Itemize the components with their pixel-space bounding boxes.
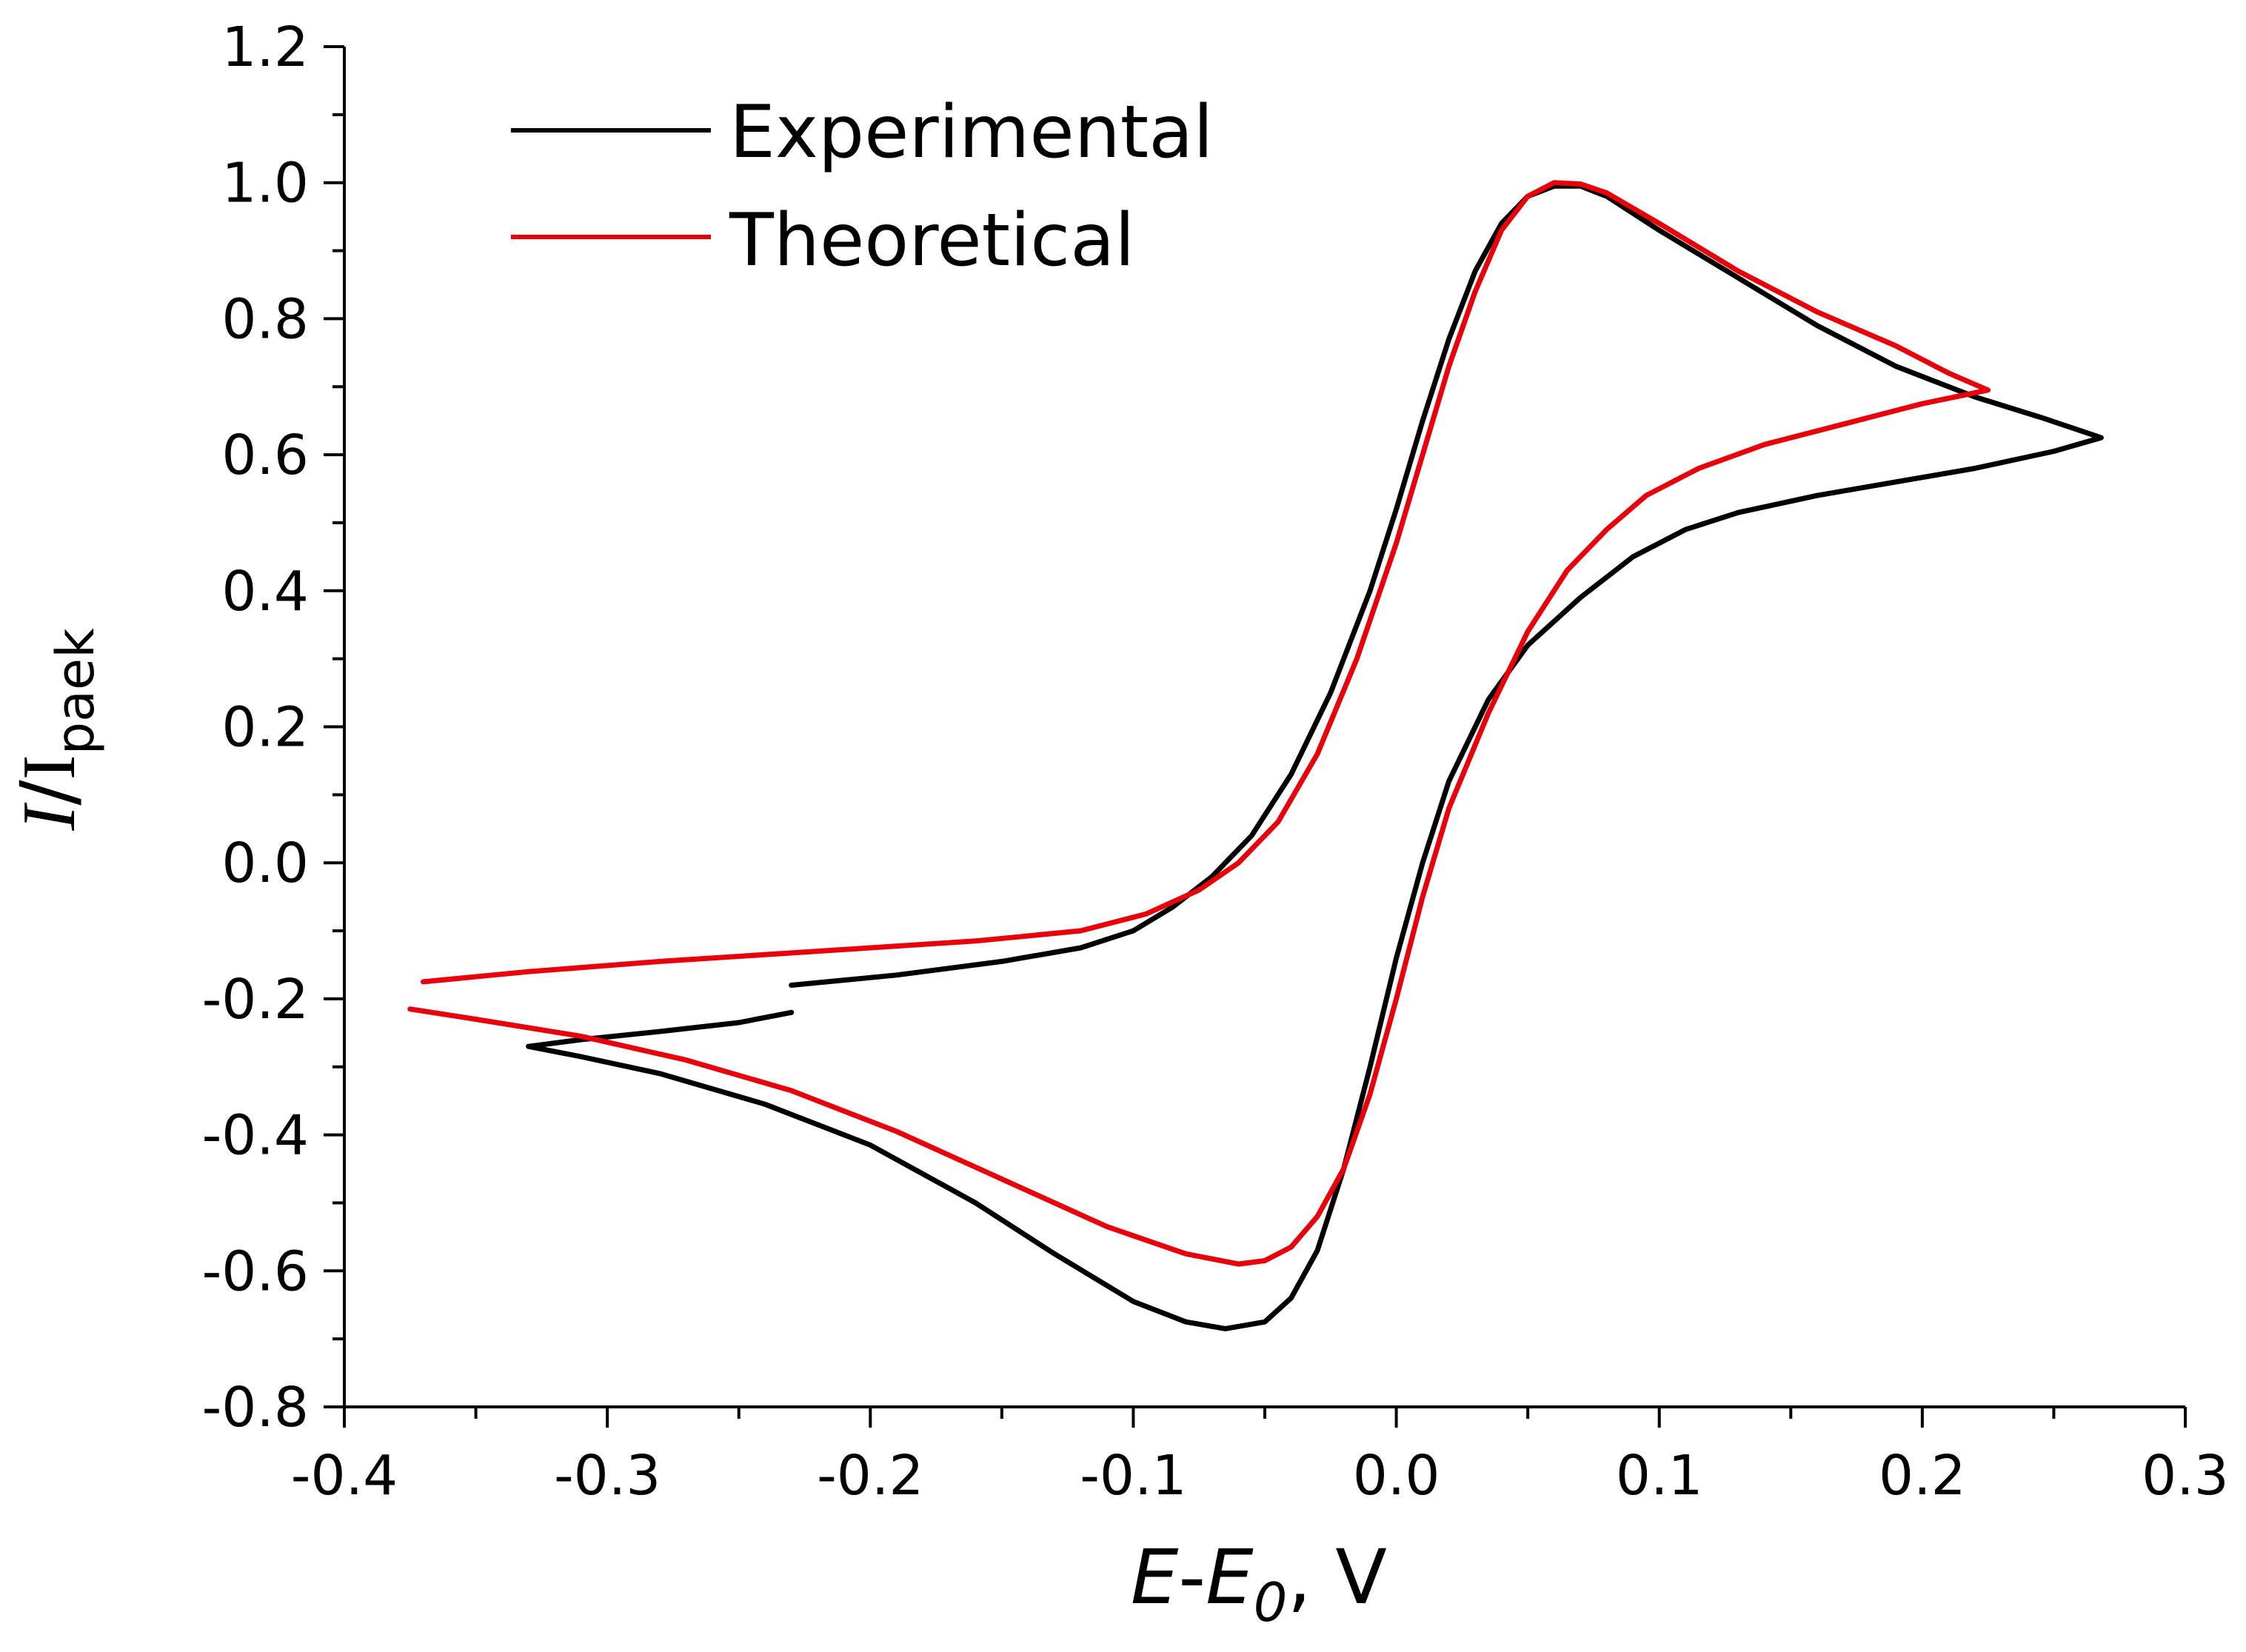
legend-label-experimental: Experimental xyxy=(729,90,1214,175)
x-tick-label: -0.4 xyxy=(291,1444,398,1508)
y-tick-label: 0.6 xyxy=(221,424,309,487)
x-ticks: -0.4 -0.3 -0.2 -0.1 0.0 0.1 0.2 0.3 xyxy=(291,1407,2229,1508)
y-tick-label: -0.2 xyxy=(202,968,309,1031)
y-axis-title-main: I xyxy=(7,755,91,780)
y-tick-label: 0.8 xyxy=(221,287,309,351)
x-axis-title-var: E xyxy=(1131,1534,1179,1622)
y-axis-title-slash: / xyxy=(4,780,93,806)
series-layer xyxy=(407,180,2104,1331)
y-tick-label: -0.8 xyxy=(202,1376,309,1439)
y-tick-label: 1.2 xyxy=(221,16,309,79)
x-tick-label: 0.1 xyxy=(1616,1444,1703,1508)
y-tick-label: 0.2 xyxy=(221,696,309,760)
y-ticks: -0.8 -0.6 -0.4 -0.2 0.0 0.2 0.4 0.6 0.8 1.0 1.2 xyxy=(202,16,344,1439)
x-tick-label: -0.2 xyxy=(817,1444,923,1508)
x-tick-label: 0.3 xyxy=(2142,1444,2229,1508)
y-tick-label: 0.4 xyxy=(221,560,309,623)
y-axis-title-sub: paek xyxy=(45,628,106,755)
y-axis-title: I/Ipaek xyxy=(4,628,106,832)
y-tick-label: -0.6 xyxy=(202,1240,309,1303)
axes: -0.4 -0.3 -0.2 -0.1 0.0 0.1 0.2 0.3 -0.8-0.6-0.… xyxy=(202,16,2229,1508)
legend-label-theoretical: Theoretical xyxy=(729,198,1134,283)
x-axis-title-unit: , V xyxy=(1287,1534,1387,1622)
y-tick-label: 0.0 xyxy=(221,832,309,895)
x-axis-title-var2: E xyxy=(1206,1534,1254,1622)
x-tick-label: 0.2 xyxy=(1879,1444,1966,1508)
y-tick-label: 1.0 xyxy=(221,152,309,215)
x-axis-title-sub: 0 xyxy=(1254,1571,1288,1633)
x-tick-label: -0.3 xyxy=(554,1444,661,1508)
y-axis-title-var: I xyxy=(7,803,91,832)
legend: Experimental Theoretical xyxy=(511,90,1214,283)
x-tick-label: 0.0 xyxy=(1353,1444,1440,1508)
x-axis-title: E-E0, V xyxy=(1131,1534,1387,1633)
series-line-experimental xyxy=(526,183,2104,1331)
x-tick-label: -0.1 xyxy=(1080,1444,1186,1508)
y-tick-label: -0.4 xyxy=(202,1104,309,1168)
series-line-theoretical xyxy=(407,180,1991,1267)
x-axis-title-sep: - xyxy=(1178,1534,1206,1622)
